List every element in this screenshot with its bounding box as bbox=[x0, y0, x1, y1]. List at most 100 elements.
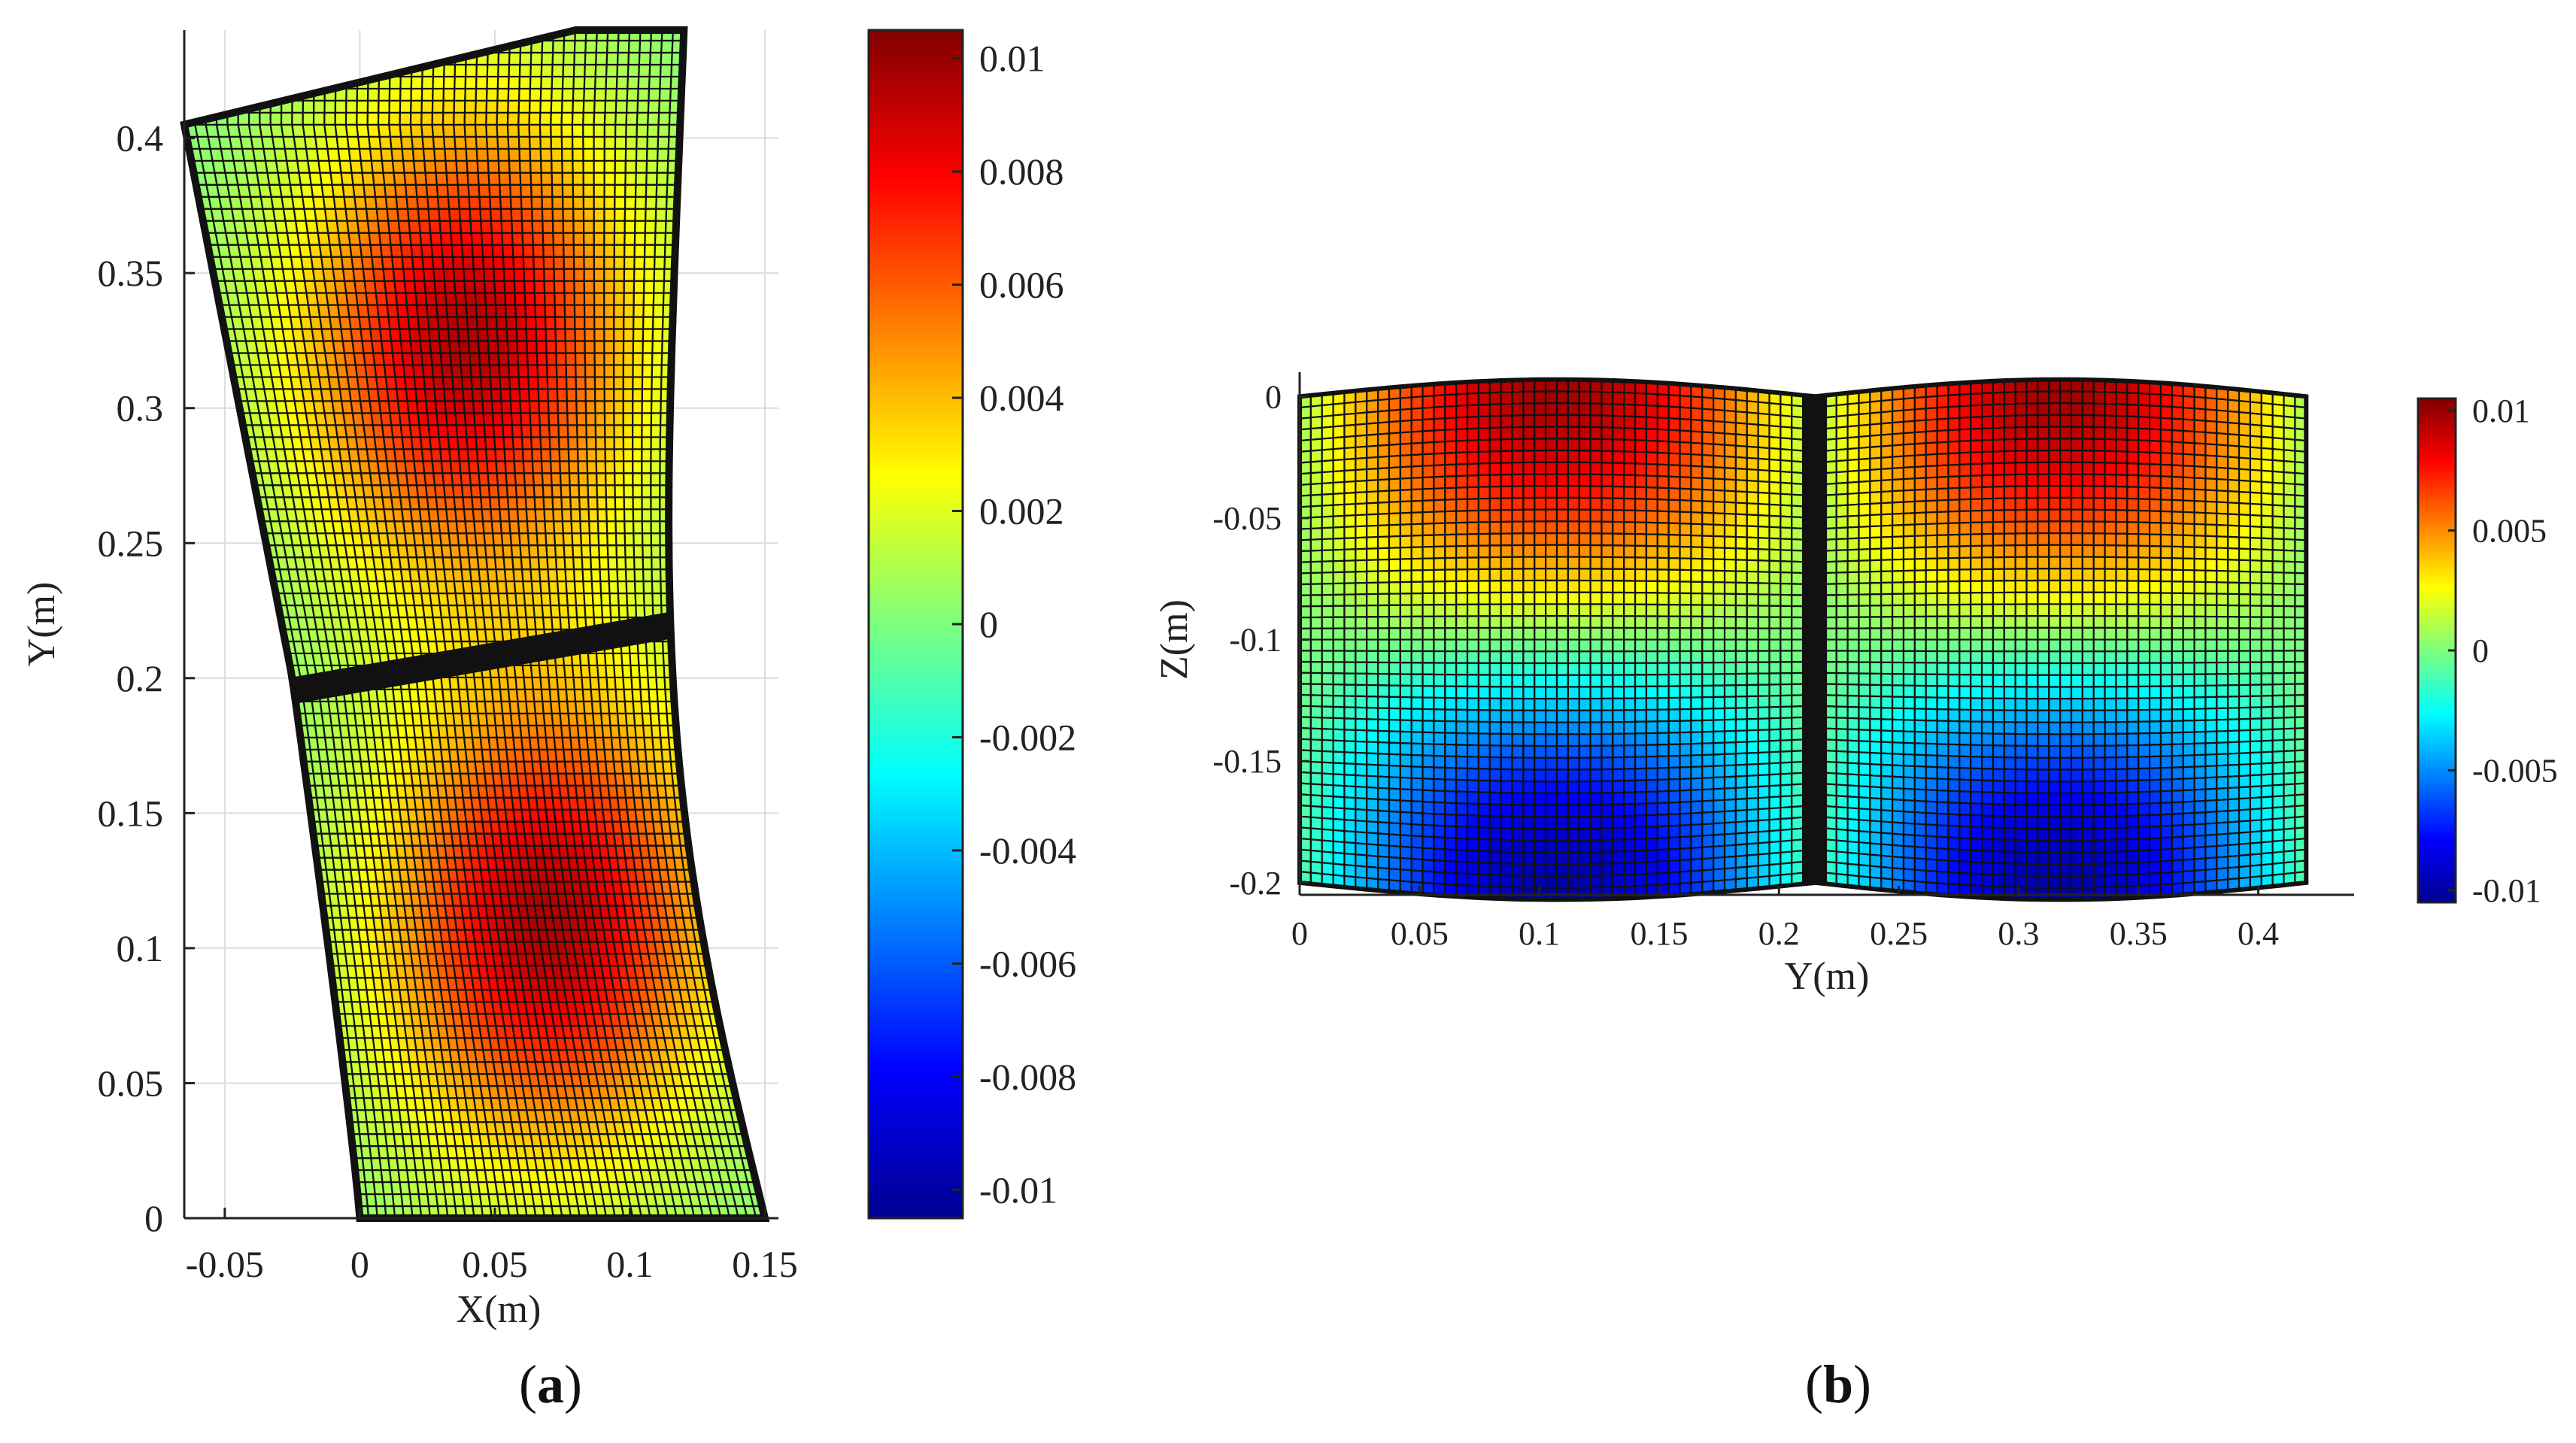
mesh-cell bbox=[324, 101, 335, 113]
mesh-cell bbox=[184, 41, 195, 53]
mesh-cell bbox=[481, 221, 492, 233]
mesh-cell bbox=[626, 557, 635, 569]
mesh-cell bbox=[1311, 528, 1322, 539]
mesh-cell bbox=[642, 521, 651, 533]
mesh-cell bbox=[585, 353, 595, 365]
mesh-cell bbox=[554, 293, 565, 305]
mesh-cell bbox=[514, 269, 524, 281]
mesh-cell bbox=[1344, 538, 1355, 550]
mesh-cell bbox=[585, 53, 596, 65]
mesh-cell bbox=[1311, 517, 1322, 529]
mesh-cell bbox=[651, 533, 660, 545]
mesh-cell bbox=[488, 17, 499, 29]
mesh-cell bbox=[1311, 717, 1322, 729]
mesh-cell bbox=[542, 473, 552, 485]
mesh-cell bbox=[605, 113, 616, 125]
mesh-cell bbox=[1334, 684, 1345, 696]
mesh-cell bbox=[614, 401, 623, 413]
mesh-cell bbox=[1334, 796, 1345, 808]
mesh-cell bbox=[568, 425, 578, 437]
mesh-cell bbox=[610, 605, 619, 617]
mesh-cell bbox=[544, 509, 554, 521]
mesh-cell bbox=[599, 545, 608, 557]
mesh-cell bbox=[238, 77, 249, 89]
mesh-cell bbox=[575, 353, 585, 365]
mesh-cell bbox=[1334, 808, 1345, 820]
mesh-cell bbox=[1344, 842, 1355, 854]
mesh-cell bbox=[643, 569, 652, 581]
mesh-cell bbox=[563, 77, 574, 89]
mesh-cell bbox=[519, 377, 529, 389]
mesh-cell bbox=[651, 545, 660, 557]
mesh-cell bbox=[1334, 841, 1345, 853]
mesh-cell bbox=[460, 209, 471, 221]
mesh-cell bbox=[418, 209, 429, 221]
mesh-cell bbox=[1322, 538, 1334, 550]
mesh-cell bbox=[605, 137, 615, 149]
mesh-cell bbox=[521, 209, 532, 221]
mesh-cell bbox=[636, 197, 646, 209]
mesh-cell bbox=[635, 569, 644, 581]
mesh-cell bbox=[635, 245, 645, 257]
mesh-cell bbox=[1355, 741, 1367, 753]
mesh-cell bbox=[566, 389, 576, 401]
mesh-cell bbox=[484, 281, 495, 293]
mesh-cell bbox=[414, 161, 425, 173]
mesh-cell bbox=[1355, 526, 1367, 538]
mesh-cell bbox=[413, 149, 424, 161]
mesh-cell bbox=[596, 437, 605, 449]
mesh-cell bbox=[432, 245, 443, 257]
mesh-cell bbox=[513, 245, 523, 257]
mesh-cell bbox=[619, 605, 628, 617]
mesh-cell bbox=[583, 149, 593, 161]
mesh-cell bbox=[478, 329, 488, 341]
mesh-cell bbox=[495, 293, 505, 305]
mesh-cell bbox=[610, 593, 619, 605]
mesh-cell bbox=[1311, 739, 1322, 750]
mesh-cell bbox=[1344, 752, 1355, 764]
mesh-cell bbox=[562, 161, 572, 173]
mesh-cell bbox=[1322, 528, 1334, 540]
mesh-cell bbox=[1378, 422, 1389, 434]
mesh-cell bbox=[378, 101, 390, 113]
mesh-cell bbox=[1322, 483, 1334, 495]
mesh-cell bbox=[614, 197, 625, 209]
mesh-cell bbox=[1344, 729, 1355, 741]
mesh-cell bbox=[656, 197, 666, 209]
mesh-cell bbox=[499, 17, 511, 29]
mesh-cell bbox=[492, 233, 502, 245]
mesh-cell bbox=[587, 437, 596, 449]
y-tick-label: 0.15 bbox=[98, 792, 164, 834]
mesh-cell bbox=[633, 449, 642, 461]
mesh-cell bbox=[530, 425, 540, 437]
mesh-cell bbox=[508, 341, 518, 353]
mesh-cell bbox=[636, 605, 645, 617]
mesh-cell bbox=[573, 557, 582, 569]
mesh-cell bbox=[336, 29, 347, 41]
mesh-cell bbox=[438, 197, 449, 209]
mesh-cell bbox=[1344, 786, 1355, 798]
mesh-cell bbox=[609, 581, 618, 593]
mesh-cell bbox=[499, 353, 509, 365]
mesh-cell bbox=[570, 485, 580, 497]
mesh-cell bbox=[617, 65, 628, 77]
mesh-cell bbox=[457, 317, 468, 329]
mesh-cell bbox=[487, 101, 498, 113]
mesh-cell bbox=[1334, 629, 1345, 640]
mesh-cell bbox=[590, 545, 599, 557]
mesh-cell bbox=[476, 89, 487, 101]
mesh-cell bbox=[1311, 461, 1322, 473]
mesh-cell bbox=[477, 149, 488, 161]
mesh-cell bbox=[259, 113, 270, 125]
mesh-cell bbox=[1344, 560, 1355, 571]
mesh-cell bbox=[432, 113, 444, 125]
mesh-cell bbox=[1311, 750, 1322, 762]
mesh-cell bbox=[500, 197, 511, 209]
mesh-cell bbox=[583, 125, 593, 137]
mesh-cell bbox=[566, 353, 575, 365]
mesh-cell bbox=[628, 65, 639, 77]
mesh-cell bbox=[1344, 414, 1355, 426]
mesh-cell bbox=[652, 581, 661, 593]
mesh-cell bbox=[1322, 762, 1334, 775]
mesh-cell bbox=[604, 269, 614, 281]
